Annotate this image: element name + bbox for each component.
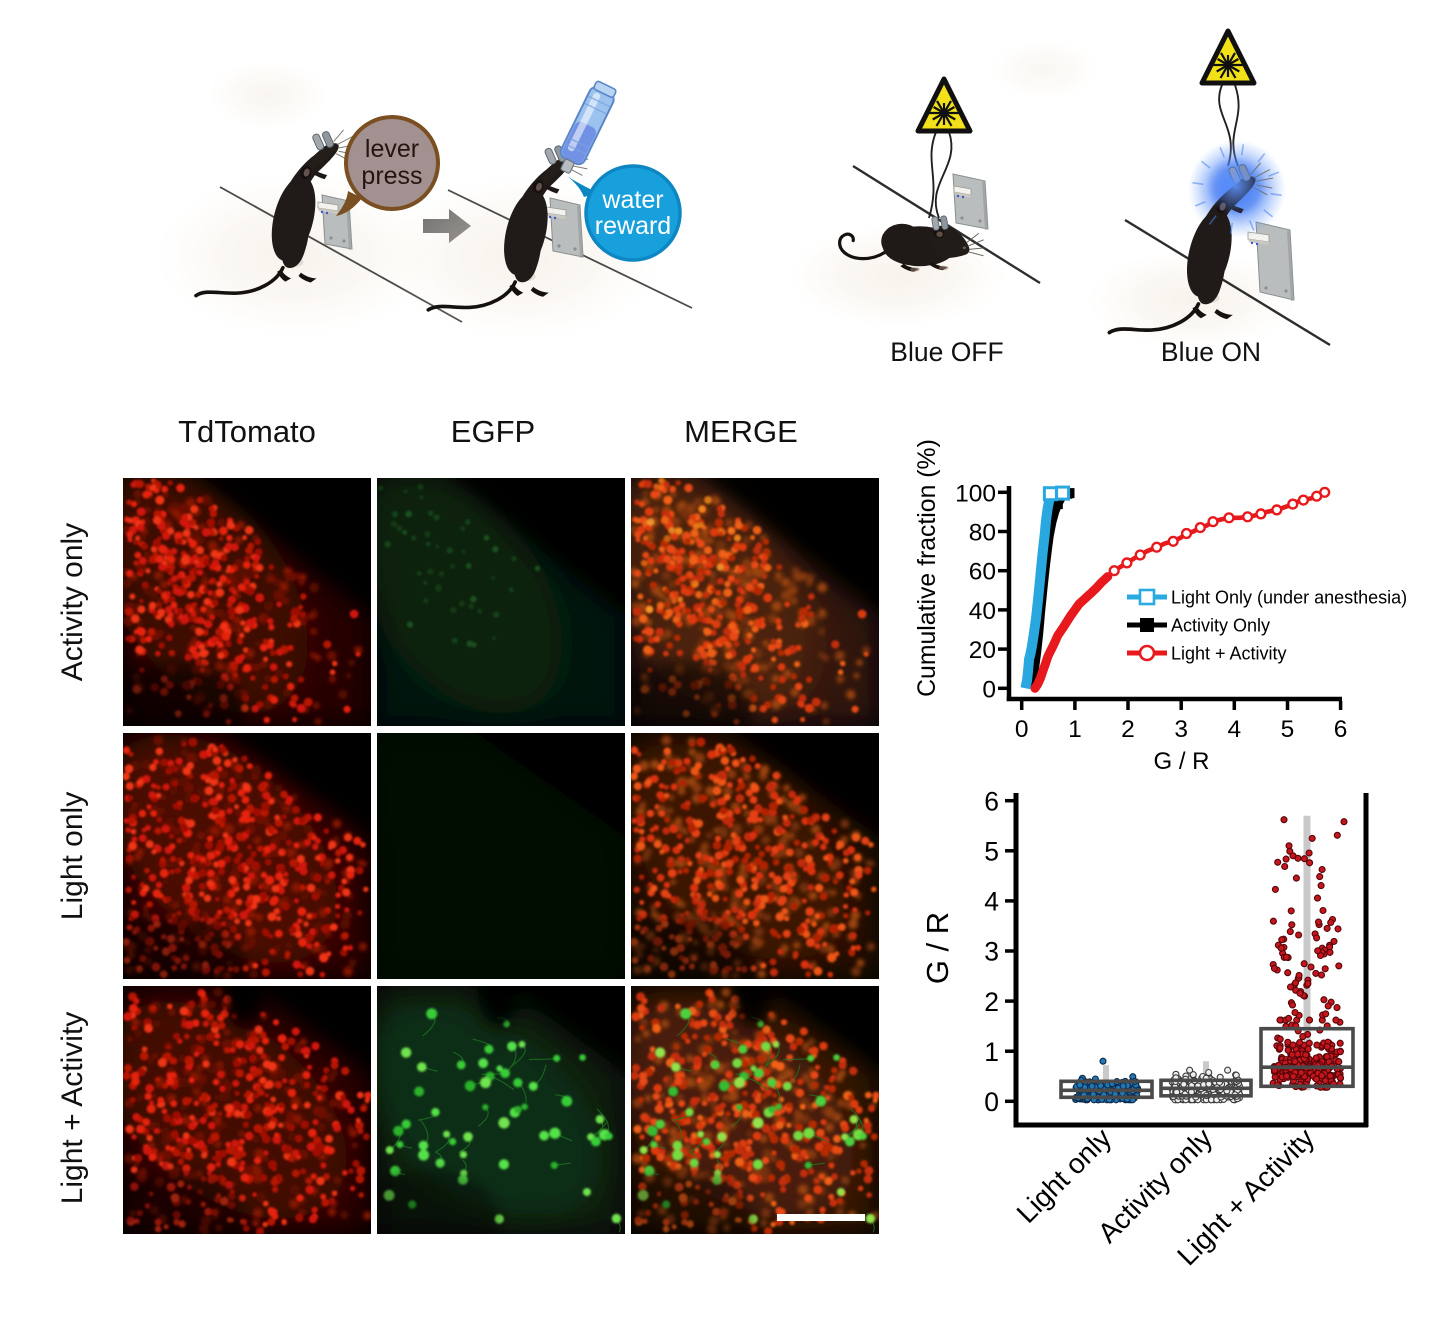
svg-text:Cumulative fraction (%): Cumulative fraction (%)	[914, 439, 941, 697]
svg-text:2: 2	[1121, 716, 1135, 743]
svg-text:Activity Only: Activity Only	[1171, 616, 1270, 636]
svg-text:60: 60	[969, 559, 996, 586]
svg-text:Activity only: Activity only	[56, 523, 89, 681]
svg-text:Blue ON: Blue ON	[1161, 337, 1261, 367]
svg-text:0: 0	[984, 1087, 999, 1117]
svg-text:lever: lever	[365, 135, 419, 163]
svg-text:Blue OFF: Blue OFF	[890, 337, 1003, 367]
svg-text:6: 6	[1334, 716, 1348, 743]
svg-text:3: 3	[984, 937, 999, 967]
svg-text:4: 4	[984, 887, 999, 917]
svg-text:4: 4	[1227, 716, 1241, 743]
svg-text:TdTomato: TdTomato	[178, 414, 316, 449]
svg-text:80: 80	[969, 520, 996, 547]
svg-text:MERGE: MERGE	[684, 414, 798, 449]
svg-text:EGFP: EGFP	[451, 414, 535, 449]
svg-text:G / R: G / R	[1153, 748, 1209, 775]
svg-text:press: press	[361, 162, 422, 190]
svg-text:6: 6	[984, 786, 999, 816]
svg-text:5: 5	[1281, 716, 1295, 743]
svg-text:3: 3	[1174, 716, 1188, 743]
svg-text:40: 40	[969, 598, 996, 625]
svg-text:water: water	[601, 186, 663, 214]
svg-text:0: 0	[1015, 716, 1029, 743]
svg-text:1: 1	[984, 1037, 999, 1067]
svg-text:Light only: Light only	[1011, 1122, 1118, 1229]
svg-text:100: 100	[955, 480, 996, 507]
svg-text:Light + Activity: Light + Activity	[56, 1012, 89, 1205]
svg-text:0: 0	[982, 676, 996, 703]
svg-text:1: 1	[1068, 716, 1082, 743]
svg-text:20: 20	[969, 637, 996, 664]
svg-text:Light only: Light only	[56, 792, 89, 920]
svg-text:Light + Activity: Light + Activity	[1171, 644, 1287, 664]
svg-text:5: 5	[984, 837, 999, 867]
svg-text:Light Only (under anesthesia): Light Only (under anesthesia)	[1171, 588, 1407, 608]
svg-text:2: 2	[984, 987, 999, 1017]
svg-text:reward: reward	[595, 212, 671, 240]
svg-text:G / R: G / R	[920, 912, 955, 984]
